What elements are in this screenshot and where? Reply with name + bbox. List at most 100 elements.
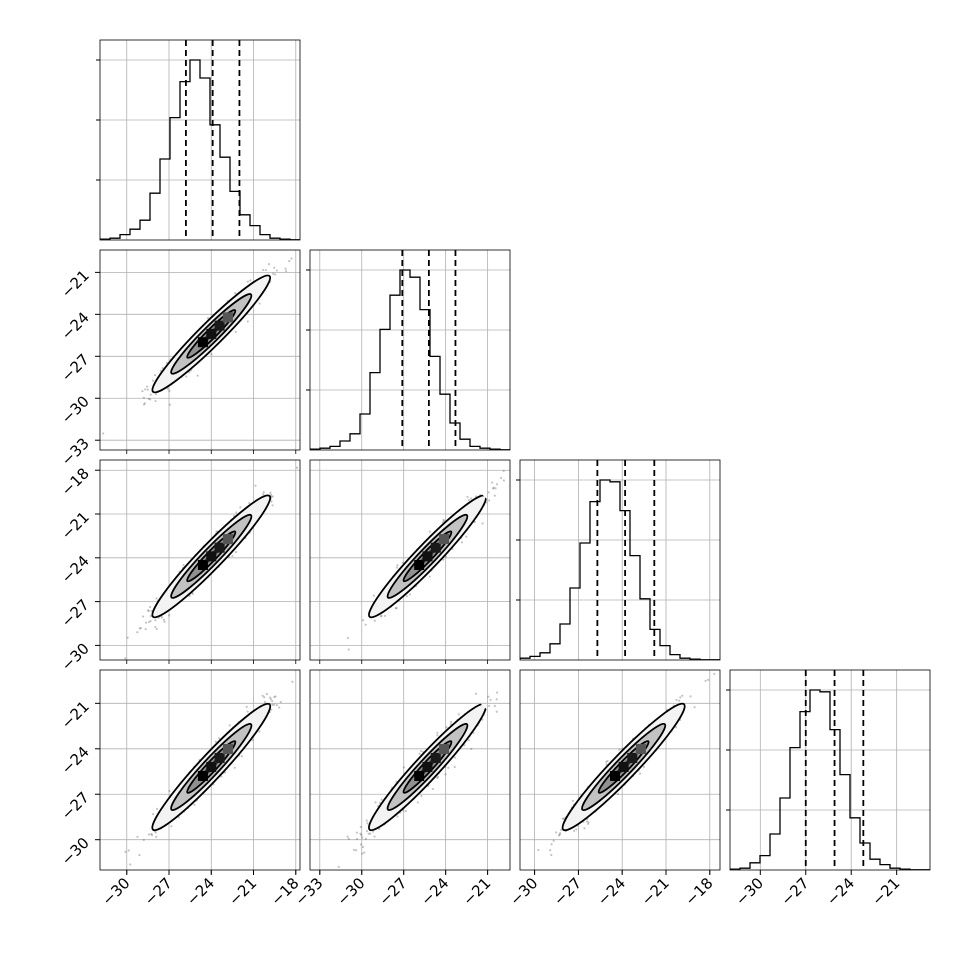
density-cell bbox=[206, 761, 217, 772]
scatter-point bbox=[144, 621, 148, 624]
density-core bbox=[197, 534, 233, 570]
panel-frame bbox=[309, 669, 511, 871]
scatter-point bbox=[571, 799, 575, 802]
scatter-point bbox=[262, 493, 265, 496]
scatter-point bbox=[606, 759, 609, 763]
scatter-point bbox=[605, 763, 608, 766]
scatter-point bbox=[537, 848, 540, 852]
x-tick-label: −21 bbox=[225, 874, 260, 909]
scatter-point bbox=[364, 623, 367, 626]
scatter-point bbox=[251, 739, 254, 742]
scatter-point bbox=[380, 798, 383, 801]
scatter-point bbox=[145, 385, 149, 388]
density-cell bbox=[206, 551, 217, 562]
scatter-point bbox=[491, 481, 494, 484]
scatter-point bbox=[279, 700, 282, 704]
scatter-point bbox=[460, 541, 464, 544]
scatter-point bbox=[263, 696, 266, 699]
scatter-point bbox=[153, 374, 157, 377]
scatter-point bbox=[275, 269, 279, 272]
scatter-point bbox=[193, 803, 196, 806]
y-tick-label: −21 bbox=[58, 266, 93, 301]
scatter-point bbox=[491, 487, 495, 490]
scatter-point bbox=[365, 819, 368, 822]
scatter-point bbox=[147, 397, 150, 400]
density-cell bbox=[214, 752, 225, 763]
scatter-point bbox=[240, 755, 243, 758]
histogram-steps bbox=[100, 59, 300, 240]
scatter-point bbox=[269, 493, 273, 496]
scatter-point bbox=[489, 698, 492, 701]
scatter-point bbox=[143, 402, 146, 405]
scatter-point bbox=[271, 504, 274, 507]
y-tick-label: −21 bbox=[58, 697, 93, 732]
x-tick-label: −33 bbox=[292, 874, 327, 909]
scatter-point bbox=[138, 853, 141, 857]
scatter-point bbox=[146, 388, 149, 391]
scatter-point bbox=[154, 399, 157, 403]
y-tick-label: −27 bbox=[58, 350, 93, 385]
scatter-point bbox=[554, 831, 558, 834]
panel-frame bbox=[99, 669, 301, 871]
scatter-point bbox=[263, 700, 267, 703]
scatter-point bbox=[552, 839, 555, 842]
scatter-point bbox=[704, 679, 707, 682]
scatter-point bbox=[585, 820, 589, 823]
density-cell bbox=[222, 534, 233, 545]
scatter-point bbox=[254, 484, 257, 487]
scatter-panel-3-0 bbox=[99, 669, 301, 871]
scatter-point bbox=[436, 734, 439, 737]
y-tick-label: −24 bbox=[58, 743, 93, 778]
scatter-point bbox=[420, 794, 423, 798]
scatter-point bbox=[396, 815, 399, 818]
y-tick-label: −18 bbox=[58, 464, 93, 499]
scatter-point bbox=[166, 387, 169, 390]
scatter-point bbox=[487, 695, 490, 698]
scatter-point bbox=[150, 834, 154, 837]
scatter-point bbox=[402, 766, 405, 769]
scatter-point bbox=[681, 694, 684, 697]
y-tick-label: −27 bbox=[58, 596, 93, 631]
scatter-point bbox=[239, 506, 242, 509]
scatter-point bbox=[396, 564, 399, 567]
scatter-point bbox=[488, 499, 491, 502]
scatter-point bbox=[352, 848, 356, 851]
scatter-point bbox=[102, 432, 105, 435]
scatter-point bbox=[346, 636, 349, 640]
scatter-point bbox=[583, 827, 586, 830]
scatter-point bbox=[492, 486, 495, 489]
density-core bbox=[197, 744, 233, 781]
scatter-point bbox=[436, 731, 439, 734]
scatter-point bbox=[155, 627, 158, 631]
scatter-point bbox=[248, 501, 251, 505]
scatter-point bbox=[162, 618, 166, 621]
scatter-point bbox=[500, 476, 503, 480]
scatter-point bbox=[587, 821, 590, 824]
histogram-steps bbox=[310, 269, 510, 450]
scatter-point bbox=[136, 631, 139, 634]
x-tick-label: −21 bbox=[459, 874, 494, 909]
scatter-point bbox=[272, 703, 276, 706]
scatter-point bbox=[142, 838, 145, 841]
scatter-point bbox=[127, 849, 130, 852]
scatter-point bbox=[152, 812, 155, 816]
scatter-point bbox=[264, 268, 268, 272]
x-tick-label: −27 bbox=[550, 874, 585, 909]
scatter-point bbox=[365, 830, 369, 833]
histogram-steps bbox=[520, 479, 720, 660]
scatter-point bbox=[394, 607, 398, 610]
scatter-point bbox=[215, 530, 218, 533]
scatter-point bbox=[149, 619, 152, 623]
scatter-point bbox=[261, 268, 265, 272]
density-cell bbox=[214, 542, 225, 553]
scatter-point bbox=[383, 614, 387, 618]
scatter-point bbox=[437, 775, 440, 778]
scatter-point bbox=[359, 832, 362, 835]
scatter-point bbox=[220, 775, 223, 778]
x-tick-label: −18 bbox=[681, 874, 716, 909]
scatter-point bbox=[168, 389, 171, 393]
scatter-point bbox=[355, 831, 359, 834]
scatter-point bbox=[154, 619, 157, 622]
scatter-point bbox=[147, 609, 150, 612]
scatter-point bbox=[269, 696, 272, 699]
